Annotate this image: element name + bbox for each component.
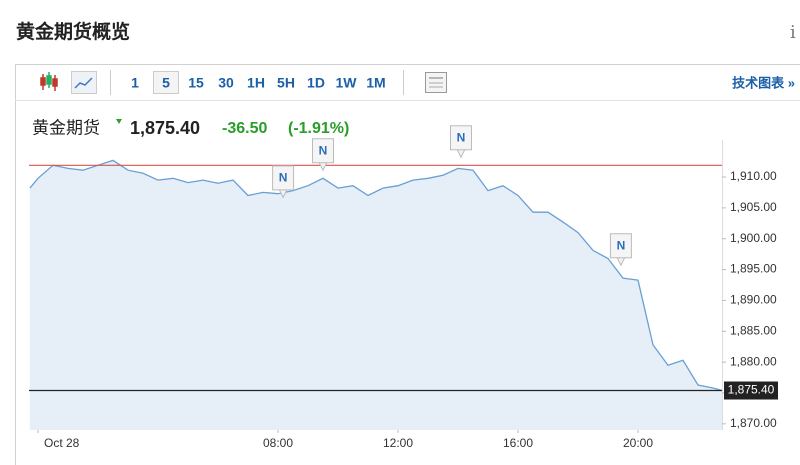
info-icon[interactable]: i [790,22,796,43]
y-tick-label: 1,895.00 [730,262,777,276]
interval-button[interactable]: 1W [336,75,358,91]
y-tick-label: 1,890.00 [730,293,777,307]
technical-chart-link[interactable]: 技术图表 » [732,75,795,90]
news-marker-pointer [318,161,328,172]
interval-button[interactable]: 1D [307,75,325,91]
interval-button[interactable]: 30 [218,75,234,91]
interval-button[interactable]: 1 [131,75,139,91]
news-marker-label: N [319,143,328,157]
current-price-label: 1,875.40 [728,383,775,397]
interval-button[interactable]: 15 [188,75,204,91]
news-marker-pointer [616,256,626,267]
x-tick-label: 08:00 [263,436,293,450]
calendar-icon[interactable] [425,72,447,93]
line-icon-glyph [74,77,93,89]
change-percent: (-1.91%) [288,120,349,137]
news-marker-label: N [617,238,626,252]
news-marker-label: N [457,130,466,144]
instrument-name: 黄金期货 [32,118,100,137]
news-marker-pointer [456,148,466,159]
page-title: 黄金期货概览 [16,20,130,43]
news-marker[interactable] [272,165,295,191]
y-tick-label: 1,900.00 [730,231,777,245]
interval-button[interactable]: 5H [277,75,295,91]
area-fill [29,160,722,430]
y-tick-label: 1,880.00 [730,354,777,368]
x-tick-label: Oct 28 [44,436,80,450]
news-marker[interactable] [450,125,472,151]
y-tick-label: 1,905.00 [730,200,777,214]
news-marker[interactable] [609,233,632,259]
x-tick-label: 20:00 [623,436,653,450]
line-icon[interactable] [71,71,97,94]
y-tick-label: 1,870.00 [730,416,777,430]
interval-button[interactable]: 1M [366,75,385,91]
interval-button[interactable]: 5 [162,75,170,91]
current-price-box [724,381,778,400]
interval-button[interactable]: 1H [247,75,265,91]
x-tick-label: 16:00 [503,436,533,450]
y-tick-label: 1,885.00 [730,323,777,337]
panel [15,64,800,465]
interval-active-box [153,71,179,94]
price-line [29,159,723,392]
y-tick-label: 1,910.00 [730,169,777,183]
price: 1,875.40 [130,118,200,138]
news-marker-label: N [279,171,288,185]
x-tick-label: 12:00 [383,436,413,450]
change-arrow [116,119,122,124]
change: -36.50 [222,120,267,137]
candle-icon[interactable] [40,72,58,91]
news-marker[interactable] [312,138,334,164]
